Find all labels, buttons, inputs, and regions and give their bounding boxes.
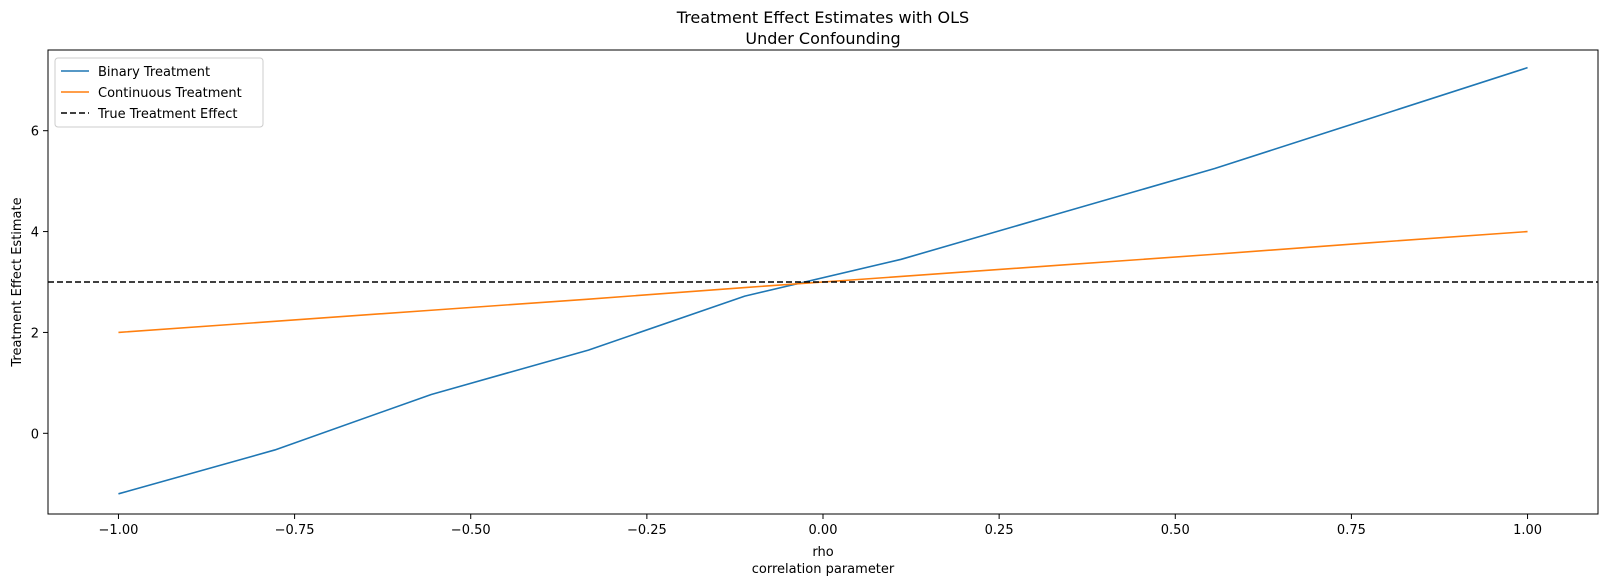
x-tick-label: 0.25 [985, 523, 1014, 538]
y-tick-label: 2 [31, 326, 39, 341]
x-tick-label: −0.50 [451, 523, 491, 538]
x-tick-label: 0.50 [1161, 523, 1190, 538]
x-tick-label: 1.00 [1513, 523, 1542, 538]
x-tick-label: −0.75 [275, 523, 315, 538]
legend-label: Continuous Treatment [98, 86, 242, 101]
plot-area-frame [47, 49, 1599, 515]
x-tick-label: −0.25 [627, 523, 667, 538]
y-axis-label: Treatment Effect Estimate [10, 197, 25, 367]
x-axis-label-line-1: rho [812, 545, 833, 560]
series-line-binary-treatment [118, 66, 1528, 495]
ticks-layer: −1.00 −0.75 −0.50 −0.25 0.00 0.25 0.50 0.75 1.00… [31, 125, 1542, 538]
legend-label: True Treatment Effect [97, 107, 237, 122]
x-tick-label: 0.00 [809, 523, 838, 538]
y-tick-label: 4 [31, 226, 39, 241]
x-tick-label: 0.75 [1337, 523, 1366, 538]
chart-title-line-2: Under Confounding [745, 29, 900, 48]
y-tick-label: 0 [31, 427, 39, 442]
y-tick-label: 6 [31, 125, 39, 140]
legend: Binary Treatment Continuous Treatment True… [54, 57, 264, 128]
x-axis-label-line-2: correlation parameter [752, 562, 895, 577]
legend-box [54, 57, 264, 128]
legend-label: Binary Treatment [98, 65, 210, 80]
series-layer [48, 66, 1598, 495]
x-tick-label: −1.00 [99, 523, 139, 538]
chart-title-line-1: Treatment Effect Estimates with OLS [676, 8, 969, 27]
